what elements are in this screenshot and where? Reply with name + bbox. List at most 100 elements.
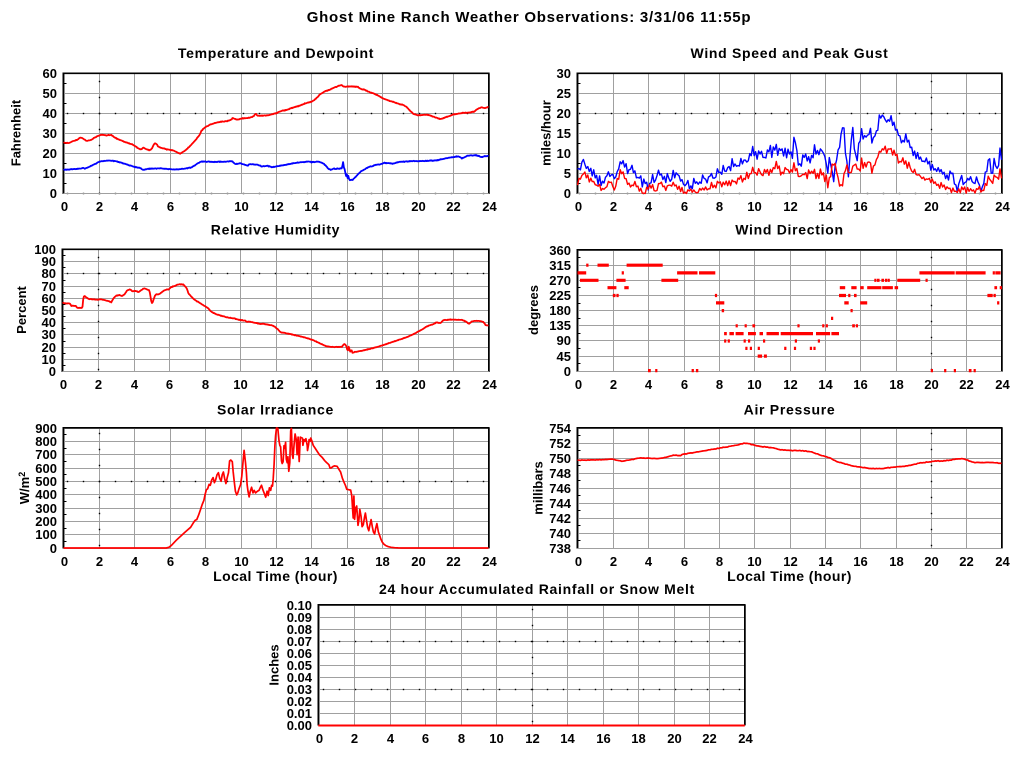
svg-text:20: 20	[43, 146, 57, 161]
svg-text:60: 60	[42, 291, 56, 306]
svg-text:0.08: 0.08	[287, 622, 312, 637]
svg-text:6: 6	[167, 199, 174, 214]
svg-text:80: 80	[42, 266, 56, 281]
svg-text:40: 40	[42, 315, 56, 330]
svg-text:748: 748	[549, 466, 571, 481]
svg-text:24: 24	[482, 554, 497, 569]
svg-text:20: 20	[557, 106, 571, 121]
svg-text:18: 18	[889, 377, 903, 392]
svg-text:millibars: millibars	[531, 461, 546, 514]
svg-text:8: 8	[458, 731, 465, 746]
svg-text:10: 10	[747, 377, 761, 392]
svg-text:14: 14	[304, 554, 319, 569]
svg-text:14: 14	[818, 377, 833, 392]
svg-text:0.05: 0.05	[287, 658, 312, 673]
svg-text:8: 8	[716, 554, 723, 569]
svg-text:Wind Speed and Peak Gust: Wind Speed and Peak Gust	[691, 45, 889, 61]
svg-text:0.10: 0.10	[287, 598, 312, 613]
svg-text:Inches: Inches	[267, 644, 282, 685]
svg-text:0: 0	[50, 541, 57, 556]
svg-text:2: 2	[610, 377, 617, 392]
svg-text:Local Time (hour): Local Time (hour)	[213, 568, 338, 584]
svg-text:20: 20	[924, 199, 938, 214]
svg-text:24: 24	[738, 731, 753, 746]
svg-text:0.09: 0.09	[287, 610, 312, 625]
svg-text:12: 12	[269, 377, 283, 392]
svg-text:60: 60	[43, 66, 57, 81]
svg-text:0: 0	[575, 554, 582, 569]
svg-text:4: 4	[131, 554, 139, 569]
svg-text:14: 14	[304, 199, 319, 214]
svg-text:0: 0	[575, 199, 582, 214]
svg-text:Ghost Mine Ranch Weather Obser: Ghost Mine Ranch Weather Observations: 3…	[307, 9, 752, 26]
svg-text:22: 22	[446, 199, 460, 214]
svg-text:0.03: 0.03	[287, 682, 312, 697]
svg-text:70: 70	[42, 279, 56, 294]
svg-text:24: 24	[995, 554, 1010, 569]
svg-text:800: 800	[35, 434, 57, 449]
svg-text:24: 24	[995, 199, 1010, 214]
svg-text:6: 6	[681, 199, 688, 214]
svg-text:4: 4	[387, 731, 395, 746]
svg-text:270: 270	[549, 273, 571, 288]
svg-text:100: 100	[34, 242, 56, 257]
svg-text:10: 10	[42, 352, 56, 367]
svg-text:0: 0	[61, 199, 68, 214]
svg-text:40: 40	[43, 106, 57, 121]
svg-text:0.01: 0.01	[287, 706, 312, 721]
svg-text:18: 18	[375, 199, 389, 214]
svg-text:752: 752	[549, 436, 571, 451]
svg-text:4: 4	[645, 377, 653, 392]
svg-text:16: 16	[853, 377, 867, 392]
svg-text:4: 4	[131, 199, 139, 214]
svg-text:6: 6	[422, 731, 429, 746]
svg-text:30: 30	[43, 126, 57, 141]
svg-text:2: 2	[96, 554, 103, 569]
svg-text:6: 6	[167, 554, 174, 569]
svg-text:16: 16	[340, 554, 354, 569]
svg-text:10: 10	[234, 199, 248, 214]
svg-text:24 hour Accumulated Rainfall o: 24 hour Accumulated Rainfall or Snow Mel…	[379, 581, 695, 597]
svg-text:738: 738	[549, 541, 571, 556]
svg-text:300: 300	[35, 501, 57, 516]
svg-text:900: 900	[35, 421, 57, 436]
svg-text:0: 0	[60, 377, 67, 392]
svg-text:0.07: 0.07	[287, 634, 312, 649]
svg-text:746: 746	[549, 481, 571, 496]
svg-text:600: 600	[35, 461, 57, 476]
svg-text:30: 30	[42, 327, 56, 342]
svg-text:30: 30	[557, 66, 571, 81]
svg-text:22: 22	[959, 199, 973, 214]
svg-text:225: 225	[549, 288, 571, 303]
svg-text:Local Time (hour): Local Time (hour)	[727, 568, 852, 584]
svg-text:45: 45	[557, 349, 571, 364]
svg-text:6: 6	[681, 377, 688, 392]
svg-text:360: 360	[549, 243, 571, 258]
svg-text:25: 25	[557, 86, 571, 101]
svg-text:4: 4	[645, 554, 653, 569]
svg-text:5: 5	[564, 166, 571, 181]
svg-text:20: 20	[924, 554, 938, 569]
svg-text:50: 50	[42, 303, 56, 318]
svg-text:16: 16	[853, 199, 867, 214]
svg-text:0: 0	[575, 377, 582, 392]
svg-text:22: 22	[446, 377, 460, 392]
svg-text:18: 18	[889, 199, 903, 214]
svg-text:20: 20	[411, 377, 425, 392]
svg-text:22: 22	[959, 554, 973, 569]
svg-text:Solar Irradiance: Solar Irradiance	[217, 402, 334, 418]
svg-text:14: 14	[560, 731, 575, 746]
svg-text:200: 200	[35, 514, 57, 529]
svg-text:14: 14	[304, 377, 319, 392]
svg-text:754: 754	[549, 421, 571, 436]
svg-text:0.00: 0.00	[287, 718, 312, 733]
svg-text:miles/hour: miles/hour	[539, 100, 554, 166]
svg-text:20: 20	[42, 340, 56, 355]
svg-text:24: 24	[995, 377, 1010, 392]
svg-text:W/m2: W/m2	[17, 472, 32, 504]
svg-text:180: 180	[549, 303, 571, 318]
svg-text:400: 400	[35, 487, 57, 502]
svg-text:24: 24	[482, 199, 497, 214]
svg-text:0.02: 0.02	[287, 694, 312, 709]
svg-text:10: 10	[234, 554, 248, 569]
